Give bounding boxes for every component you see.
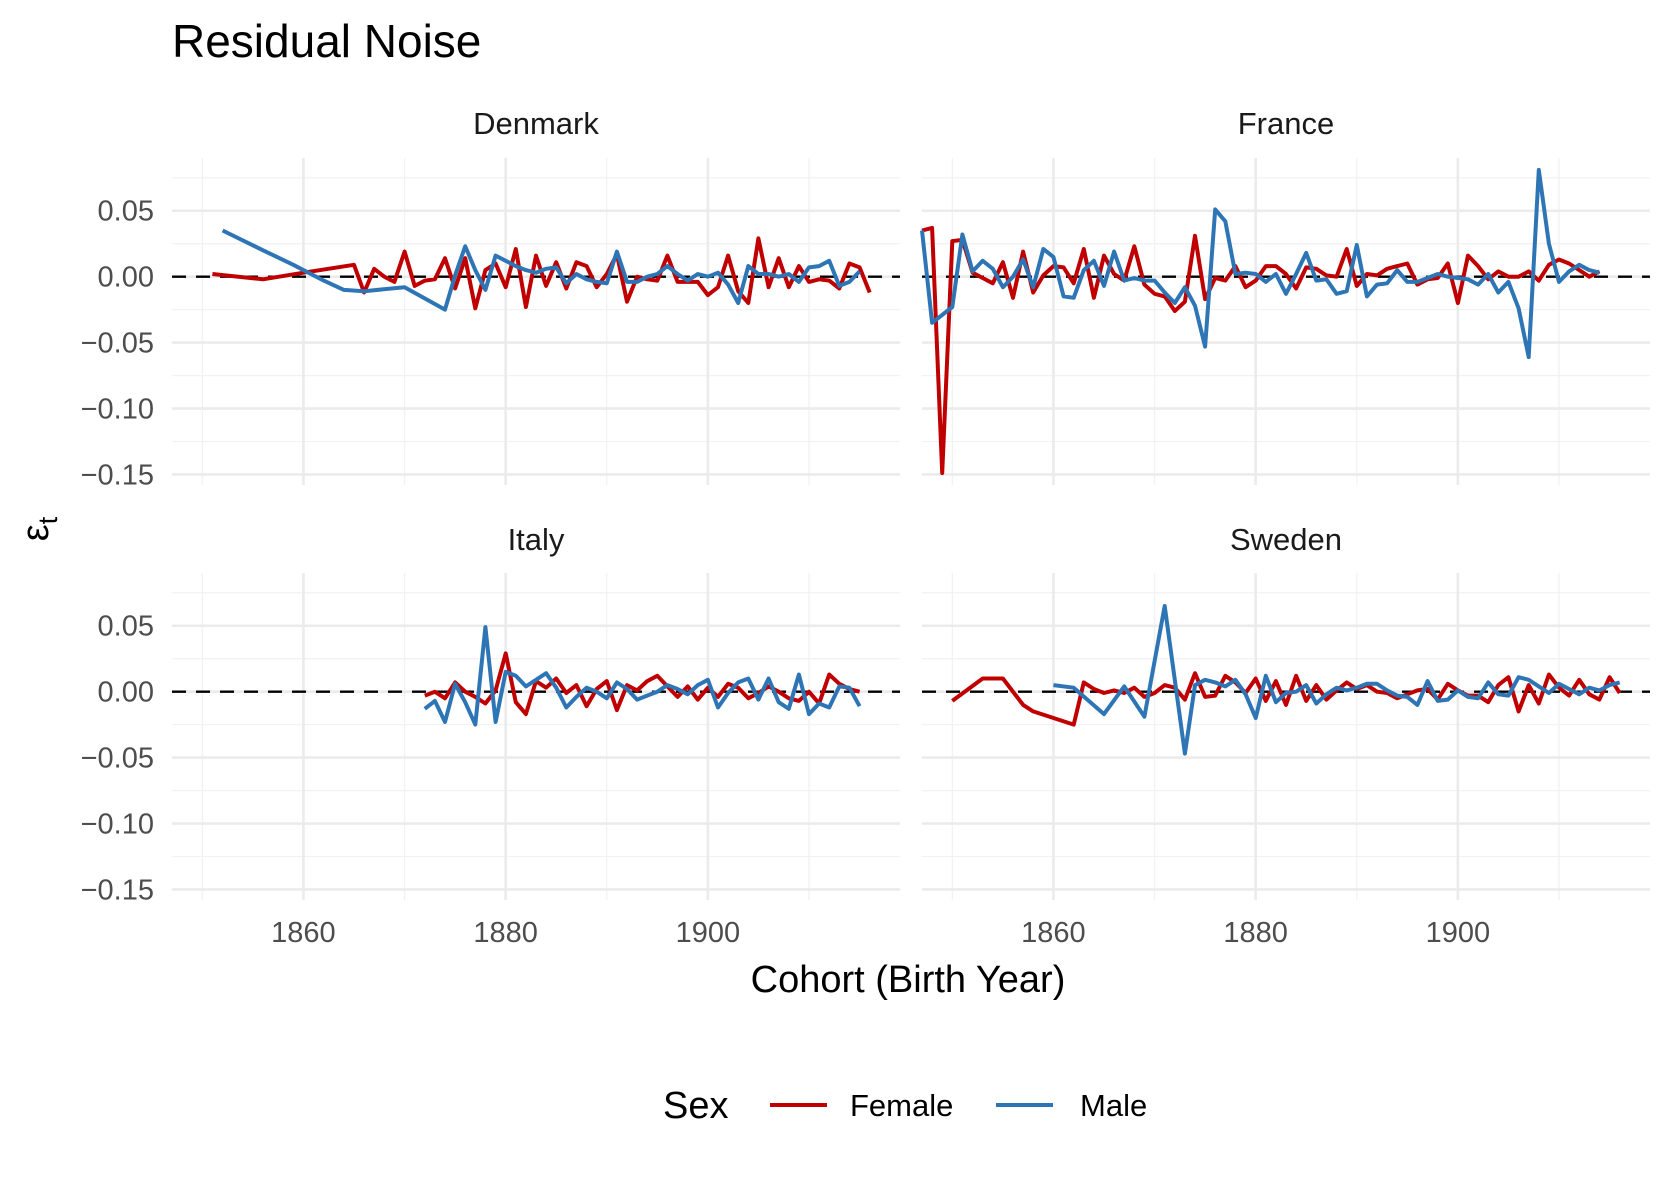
legend-label-male: Male (1080, 1088, 1147, 1123)
y-tick-label: −0.15 (81, 874, 154, 906)
y-axis-subscript: t (33, 516, 63, 524)
facet-panel-sweden: Sweden 1860 1880 1900 (922, 522, 1650, 949)
y-tick-label: −0.05 (81, 328, 154, 360)
facet-panel-france: France (920, 106, 1650, 485)
series-line-male (1053, 604, 1621, 756)
y-tick-label: 0.05 (98, 196, 154, 228)
series-line-male (423, 625, 862, 727)
legend: Sex Female Male (663, 1085, 1147, 1127)
facet-label: Denmark (473, 106, 599, 141)
y-axis-title: εt (15, 516, 63, 541)
facet-panel-denmark: Denmark 0.05 0.00 −0.05 −0.10 −0.15 (81, 106, 900, 491)
facet-panels: Denmark 0.05 0.00 −0.05 −0.10 −0.15 France Ital… (81, 106, 1650, 949)
y-tick-label: 0.00 (98, 262, 154, 294)
series-line-female (212, 236, 872, 311)
chart-title: Residual Noise (172, 15, 481, 67)
y-tick-label: −0.10 (81, 394, 154, 426)
x-tick-label: 1860 (271, 917, 336, 949)
y-tick-label: −0.15 (81, 459, 154, 491)
y-tick-label: −0.05 (81, 743, 154, 775)
facet-label: Sweden (1230, 522, 1342, 557)
x-axis-title: Cohort (Birth Year) (751, 959, 1066, 1001)
y-tick-label: −0.10 (81, 809, 154, 841)
y-tick-label: 0.00 (98, 677, 154, 709)
series-line-female (951, 671, 1622, 727)
x-tick-label: 1900 (1426, 917, 1491, 949)
legend-label-female: Female (850, 1088, 953, 1123)
series-line-female (424, 651, 861, 717)
facet-panel-italy: Italy 0.05 0.00 −0.05 −0.10 −0.15 1860 1880 1900 (81, 522, 900, 949)
x-tick-label: 1880 (1223, 917, 1288, 949)
x-tick-label: 1860 (1021, 917, 1086, 949)
x-tick-label: 1880 (473, 917, 538, 949)
y-tick-label: 0.05 (98, 611, 154, 643)
y-axis-symbol: ε (15, 524, 57, 541)
x-tick-label: 1900 (676, 917, 741, 949)
series-line-male (221, 228, 862, 312)
facet-label: France (1238, 106, 1334, 141)
facet-label: Italy (508, 522, 565, 557)
legend-title: Sex (663, 1085, 728, 1127)
series-line-male (920, 167, 1600, 360)
